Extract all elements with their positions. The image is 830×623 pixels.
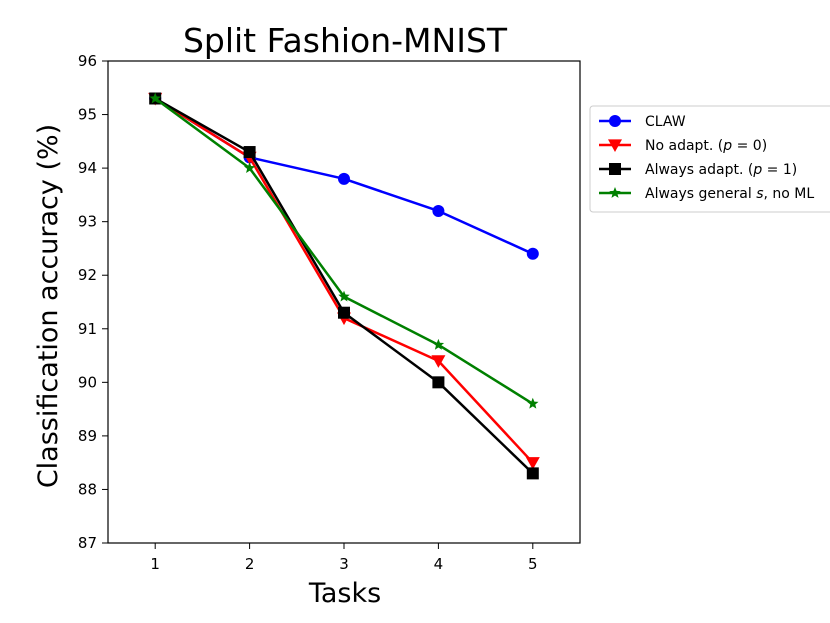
y-tick-label: 89 [78,427,97,445]
data-point [243,146,256,159]
y-tick-label: 90 [78,373,97,391]
legend-label-part: s [756,186,763,202]
series-line [154,97,534,475]
x-tick-label: 5 [528,555,538,573]
series-layer [148,92,540,480]
data-point [338,172,350,185]
legend-marker [609,163,621,175]
legend-item: Always general s, no ML [599,186,814,202]
data-point [432,204,445,217]
legend-label-part: , no ML [763,186,814,202]
data-point [432,376,445,389]
data-point [526,247,539,260]
y-tick-label: 93 [78,213,97,231]
legend-marker [609,115,621,127]
data-point [526,467,539,480]
y-tick-label: 96 [78,52,97,70]
y-tick-label: 91 [78,320,97,338]
legend-item: No adapt. (p = 0) [599,138,767,154]
series-1 [148,92,540,470]
legend-label-part: Always general [645,186,756,202]
data-point [527,397,539,409]
chart-title: Split Fashion-MNIST [183,21,508,60]
data-point [432,338,445,350]
y-tick-label: 95 [78,106,97,124]
data-point [525,457,540,470]
y-tick-label: 92 [78,266,97,284]
legend-label-part: No adapt. ( [645,138,723,154]
y-tick-label: 87 [78,534,97,552]
series-2 [149,92,539,480]
legend-label: Always general s, no ML [645,186,814,202]
legend-label-part: Always adapt. ( [645,162,753,178]
legend-item: Always adapt. (p = 1) [599,162,797,178]
x-tick-label: 2 [245,555,255,573]
series-0 [149,92,539,260]
legend-label: No adapt. (p = 0) [645,138,767,154]
legend-label: CLAW [645,114,686,130]
data-point [149,92,161,104]
legend-label-part: p [722,138,732,154]
legend-marker [609,187,621,198]
series-line [154,97,534,464]
data-point [243,162,256,173]
plot-frame [107,60,581,544]
legend-item: CLAW [599,114,686,130]
legend-label-part: p [752,162,762,178]
y-axis-label: Classification accuracy (%) [33,124,64,488]
y-tick-label: 88 [78,480,97,498]
series-3 [149,92,539,409]
legend-marker [608,139,622,152]
data-point [338,306,350,319]
x-tick-label: 1 [150,555,160,573]
legend-box [589,105,830,213]
series-line [154,97,534,405]
x-tick-label: 4 [434,555,444,573]
x-tick-label: 3 [339,555,349,573]
legend-label-part: CLAW [645,114,686,130]
data-point [338,290,350,302]
y-tick-label: 94 [78,159,97,177]
legend-label-part: = 0) [732,138,767,154]
axis-ticks: 1 2 3 4 5 87 88 89 90 91 92 93 94 95 96 [78,52,538,573]
legend-label: Always adapt. (p = 1) [645,162,797,178]
data-point [431,355,446,368]
legend-label-part: = 1) [762,162,797,178]
x-axis-label: Tasks [308,578,381,609]
